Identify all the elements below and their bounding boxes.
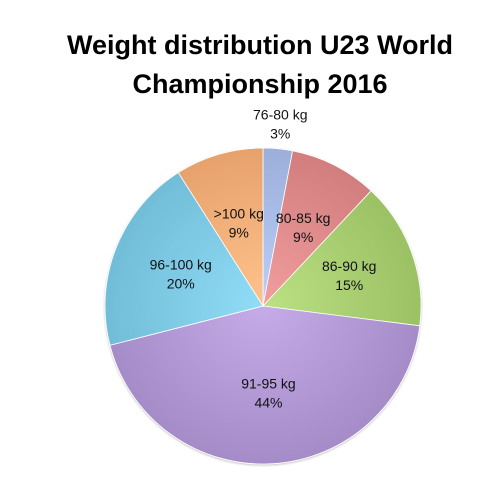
slice-percent-label: 44% (254, 395, 282, 411)
pie-slice-91-95-kg (109, 305, 421, 465)
pie-labels: 76-80 kg 3% 80-85 kg 9% 86-90 kg 15% 91-95 kg 4… (150, 107, 377, 411)
slice-percent-label: 15% (335, 277, 363, 293)
slice-category-label: 76-80 kg (253, 107, 307, 123)
pie-slice-86-90-kg (262, 190, 422, 327)
pie-slice-100-kg (177, 147, 264, 308)
slice-percent-label: 20% (167, 275, 195, 291)
slice-percent-label: 3% (270, 126, 290, 142)
slice-percent-label: 9% (293, 229, 313, 245)
pie-slices (104, 147, 422, 465)
slice-category-label: 86-90 kg (322, 258, 376, 274)
chart-title: Weight distribution U23 World Championsh… (67, 30, 453, 99)
pie-slice-80-85-kg (262, 150, 372, 308)
slice-category-label: >100 kg (214, 206, 264, 222)
pie-slice-96-100-kg (104, 172, 264, 346)
slice-percent-label: 9% (229, 225, 249, 241)
slice-category-label: 80-85 kg (276, 210, 330, 226)
slice-category-label: 96-100 kg (150, 256, 212, 272)
slice-category-label: 91-95 kg (241, 376, 295, 392)
